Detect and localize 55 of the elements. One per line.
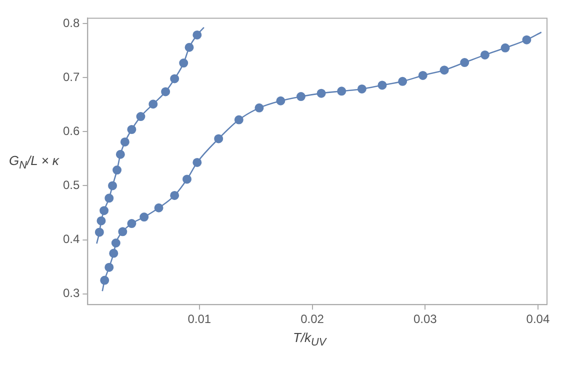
point: [398, 76, 408, 86]
y-tick-label: 0.7: [62, 70, 80, 84]
point: [170, 190, 180, 200]
point: [500, 43, 510, 52]
point: [161, 87, 170, 96]
point: [184, 42, 194, 52]
point: [104, 194, 114, 203]
x-tick-label: 0.01: [188, 312, 212, 326]
point: [112, 166, 122, 175]
point: [140, 212, 149, 222]
point: [154, 203, 164, 212]
point: [460, 58, 470, 68]
point: [378, 80, 387, 90]
point: [96, 216, 106, 226]
point: [192, 158, 202, 167]
point: [522, 35, 532, 44]
point: [136, 112, 146, 122]
point: [296, 92, 306, 102]
point: [170, 74, 180, 84]
point: [94, 228, 104, 237]
point: [109, 248, 118, 258]
point: [100, 276, 110, 285]
x-tick-label: 0.02: [300, 312, 324, 326]
point: [440, 66, 449, 75]
x-axis-title: T/k$_{UV}$: [292, 330, 326, 349]
point: [214, 134, 224, 144]
point: [234, 115, 244, 124]
point: [127, 219, 136, 228]
x-tick-label: 0.03: [413, 312, 438, 326]
point: [192, 30, 202, 40]
point: [104, 262, 114, 272]
x-tick-label: 0.04: [526, 312, 550, 326]
point: [480, 50, 490, 60]
point: [108, 181, 118, 190]
point: [418, 70, 428, 80]
point: [276, 96, 286, 106]
point: [148, 100, 158, 109]
point: [120, 137, 130, 146]
y-axis-title: G$_{N}$/L × κ: [9, 152, 59, 172]
point: [118, 227, 128, 236]
point: [179, 58, 188, 68]
y-tick-label: 0.8: [62, 16, 80, 30]
point: [100, 206, 109, 216]
y-tick-label: 0.4: [62, 232, 80, 246]
y-tick-label: 0.6: [62, 124, 80, 138]
point: [127, 125, 136, 134]
point: [116, 150, 125, 159]
y-tick-label: 0.3: [62, 286, 80, 300]
point: [111, 238, 120, 248]
point: [254, 103, 264, 112]
point: [182, 174, 192, 184]
y-tick-label: 0.5: [62, 178, 80, 192]
point: [357, 84, 366, 94]
point: [316, 88, 326, 98]
point: [337, 86, 346, 96]
